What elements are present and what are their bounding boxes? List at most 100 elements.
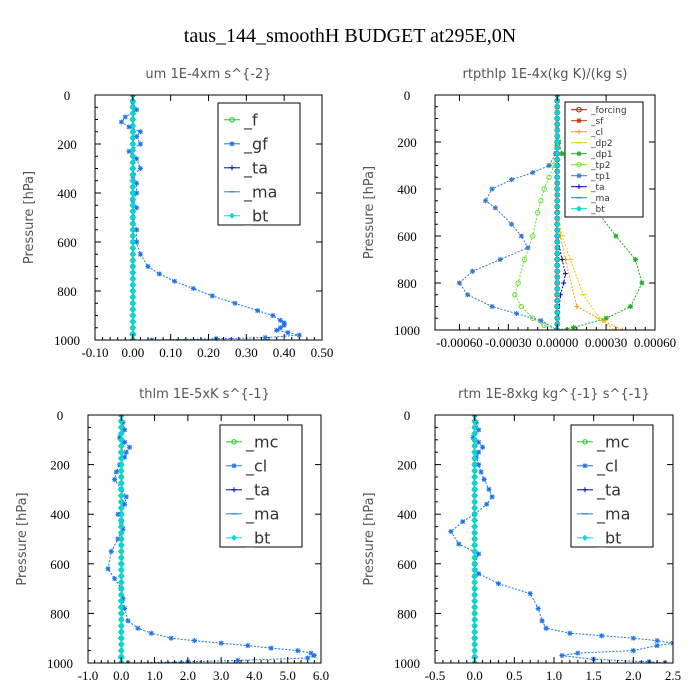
data-point	[118, 492, 125, 499]
data-point	[554, 262, 561, 269]
legend-marker	[582, 463, 588, 469]
data-point	[105, 566, 111, 572]
data-point	[129, 98, 136, 105]
data-point	[512, 292, 518, 298]
data-point	[129, 275, 136, 282]
data-point	[530, 315, 536, 321]
data-point	[567, 630, 573, 636]
y-tick-label: 400	[397, 507, 417, 522]
data-point	[484, 501, 490, 507]
data-point	[118, 480, 125, 487]
data-point	[471, 529, 478, 536]
legend-label: _dp2	[590, 139, 613, 149]
y-tick-label: 600	[50, 557, 70, 572]
x-tick-label: 2.5	[665, 668, 681, 683]
data-point	[277, 317, 283, 323]
data-point	[113, 469, 119, 475]
y-tick-label: 0	[404, 408, 411, 423]
data-point	[129, 183, 136, 190]
series-group	[118, 95, 302, 340]
data-point	[554, 244, 561, 251]
data-point	[559, 257, 565, 262]
x-tick-label: -0.00030	[485, 335, 532, 350]
data-point	[118, 604, 125, 611]
x-tick-label: -0.00060	[436, 335, 483, 350]
data-point	[118, 505, 125, 511]
legend-marker	[582, 439, 588, 445]
legend: _f _gf _ta _ma _bt	[217, 102, 301, 226]
data-point	[530, 170, 536, 176]
chart-panel-2: rtpthlp 1E-4x(kg K)/(kg s) Pressure [hPa]…	[362, 67, 676, 350]
data-point	[112, 476, 118, 482]
data-point	[546, 163, 552, 168]
data-point	[308, 650, 314, 656]
data-point	[129, 269, 136, 276]
data-point	[554, 191, 561, 198]
data-point	[118, 517, 125, 524]
data-point	[456, 541, 462, 547]
data-point	[118, 629, 125, 635]
y-tick-label: 0	[404, 88, 411, 103]
data-point	[554, 174, 561, 181]
data-point	[471, 653, 478, 660]
data-point	[129, 239, 136, 245]
data-point	[471, 418, 478, 425]
data-point	[129, 257, 136, 264]
data-point	[274, 327, 280, 333]
series-group	[456, 95, 645, 330]
data-point	[129, 294, 136, 301]
data-point	[134, 205, 140, 211]
data-point	[630, 635, 636, 641]
data-point	[538, 198, 544, 204]
x-tick-label: 6.0	[313, 668, 329, 683]
data-point	[129, 177, 136, 184]
x-tick-label: 1.5	[586, 668, 602, 683]
data-point	[118, 635, 125, 642]
legend-marker	[576, 129, 582, 135]
legend-label: _bt	[243, 206, 268, 226]
data-point	[471, 486, 478, 493]
data-point	[129, 122, 136, 129]
data-point	[148, 630, 154, 636]
data-point	[471, 430, 478, 437]
data-point	[554, 115, 561, 122]
data-point	[129, 220, 136, 227]
legend-marker	[576, 118, 582, 124]
series-markers-tp2	[512, 95, 560, 330]
data-point	[554, 103, 561, 110]
legend-label: _ma	[590, 194, 610, 204]
panel-title: rtm 1E-8xkg kg^{-1} s^{-1}	[458, 387, 650, 402]
legend-marker	[576, 205, 582, 212]
data-point	[118, 474, 125, 480]
y-tick-label: 400	[57, 186, 77, 201]
y-tick-label: 200	[57, 137, 77, 152]
legend-label: _mc	[245, 432, 278, 452]
data-point	[118, 523, 125, 530]
data-point	[554, 162, 561, 169]
data-point	[654, 643, 660, 649]
data-point	[471, 542, 478, 549]
data-point	[129, 214, 136, 221]
data-point	[554, 139, 561, 145]
data-point	[118, 511, 125, 518]
data-point	[497, 257, 503, 262]
legend-label: _gf	[243, 134, 268, 154]
legend-marker	[576, 173, 582, 179]
data-point	[525, 245, 531, 251]
data-point	[129, 232, 136, 239]
x-tick-label: 0.0	[467, 668, 483, 683]
data-point	[554, 144, 561, 151]
data-point	[480, 444, 486, 450]
data-point	[122, 114, 128, 120]
data-point	[471, 467, 478, 474]
data-point	[538, 318, 544, 324]
data-point	[599, 633, 605, 639]
x-tick-label: -0.5	[425, 668, 446, 683]
data-point	[554, 127, 561, 134]
data-point	[476, 449, 482, 455]
legend: _mc _cl _ta _ma _bt	[570, 424, 654, 548]
x-tick-label: 4.0	[246, 668, 262, 683]
data-point	[129, 324, 136, 331]
y-tick-label: 1000	[47, 656, 73, 671]
